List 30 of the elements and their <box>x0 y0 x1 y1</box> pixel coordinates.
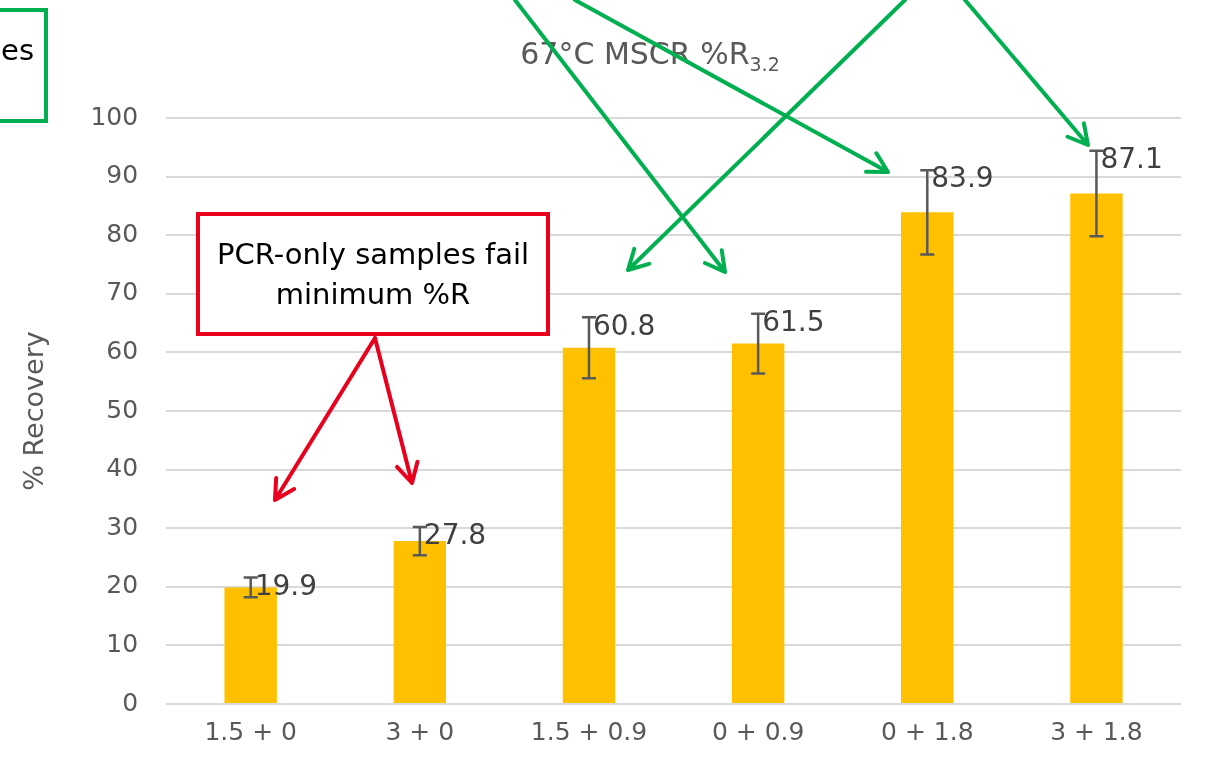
x-tick-label: 1.5 + 0.9 <box>530 716 648 746</box>
y-tick-label: 40 <box>106 453 139 483</box>
data-label: 83.9 <box>931 161 994 195</box>
x-tick-label: 3 + 1.8 <box>1050 716 1143 746</box>
x-tick-label: 0 + 0.9 <box>711 716 805 746</box>
x-tick-label: 1.5 + 0 <box>204 716 297 746</box>
y-tick-label: 90 <box>106 160 139 190</box>
y-axis-title: % Recovery <box>18 331 50 491</box>
y-tick-label: 70 <box>106 277 139 307</box>
bar <box>1070 193 1123 703</box>
data-label: 27.8 <box>423 518 487 552</box>
text: es <box>1 32 34 69</box>
data-label: 61.5 <box>762 305 825 339</box>
y-tick-label: 20 <box>106 570 139 600</box>
y-tick-label: 100 <box>90 101 139 131</box>
data-label: 60.8 <box>592 308 656 342</box>
y-tick-label: 60 <box>106 335 139 365</box>
data-label: 19.9 <box>254 568 318 602</box>
bar <box>731 343 785 703</box>
y-tick-label: 0 <box>122 687 139 717</box>
y-tick-label: 80 <box>106 218 139 248</box>
x-tick-label: 3 + 0 <box>385 716 455 746</box>
annotation: PCR-only samples fail minimum %R <box>215 236 531 313</box>
data-label: 87.1 <box>1100 142 1163 176</box>
bar <box>901 212 954 703</box>
y-tick-label: 10 <box>106 628 139 658</box>
y-tick-label: 30 <box>106 511 139 541</box>
bar <box>562 347 616 703</box>
y-tick-label: 50 <box>106 394 139 424</box>
x-tick-label: 0 + 1.8 <box>881 716 974 746</box>
